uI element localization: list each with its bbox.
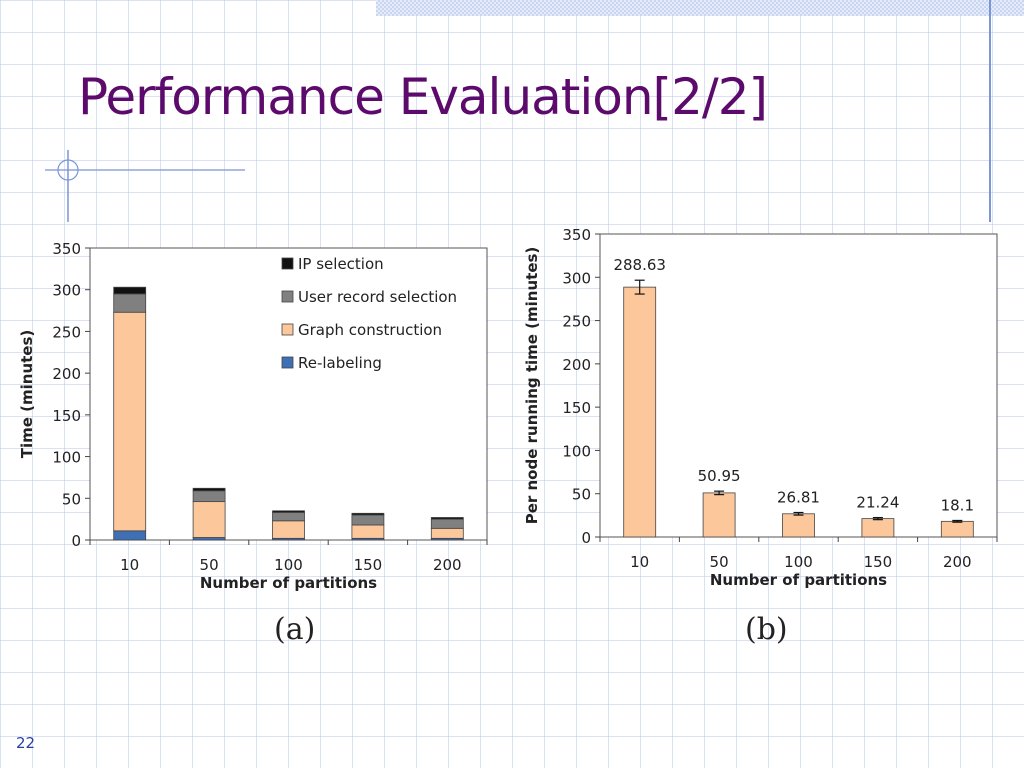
x-axis-title: Number of partitions (710, 571, 887, 589)
y-tick-label: 350 (562, 226, 591, 244)
legend-label: User record selection (298, 288, 457, 306)
bar-graph-construction-10 (113, 311, 147, 532)
x-tick-label: 50 (710, 553, 729, 571)
legend-label: Graph construction (298, 321, 442, 339)
legend-label: Re-labeling (298, 354, 382, 372)
y-tick-label: 350 (52, 240, 81, 258)
x-tick-label: 100 (784, 553, 813, 571)
bar-graph-construction-50 (192, 501, 226, 538)
bar-ip-selection-50 (192, 487, 226, 492)
right-decorative-line (989, 0, 991, 222)
bar-ip-selection-100 (272, 510, 305, 513)
x-axis-title: Number of partitions (200, 574, 377, 592)
x-tick-label: 200 (943, 553, 972, 571)
bar-150 (861, 518, 895, 538)
y-tick-label: 250 (562, 313, 591, 331)
bar-ip-selection-200 (430, 517, 464, 520)
caption-b: (b) (745, 612, 788, 647)
y-tick-label: 150 (52, 407, 81, 425)
caption-a: (a) (274, 612, 316, 647)
y-tick-label: 0 (71, 532, 81, 550)
y-tick-label: 300 (52, 282, 81, 300)
bar-user-record-selection-200 (430, 518, 464, 529)
y-tick-label: 250 (52, 323, 81, 341)
plot-area (599, 233, 998, 538)
bar-ip-selection-150 (351, 512, 385, 516)
bar-user-record-selection-50 (192, 490, 226, 503)
y-tick-label: 200 (52, 365, 81, 383)
y-tick-label: 150 (562, 399, 591, 417)
x-tick-label: 150 (864, 553, 893, 571)
x-tick-label: 10 (630, 553, 649, 571)
data-label: 50.95 (698, 467, 741, 485)
bar-200 (940, 520, 974, 538)
chart-b-svg: 0 50 100 150 200 250 300 350 10 50 100 150 200 Number… (523, 226, 998, 589)
y-tick-label: 50 (572, 486, 591, 504)
y-tick-label: 0 (581, 529, 591, 547)
data-label: 18.1 (941, 496, 974, 514)
slide-number: 22 (16, 734, 36, 752)
data-label: 21.24 (856, 494, 899, 512)
bar-graph-construction-150 (351, 524, 385, 539)
legend-swatch (281, 356, 294, 369)
legend-swatch (281, 323, 294, 336)
slide-title: Performance Evaluation[2/2] (78, 68, 768, 126)
x-tick-label: 10 (120, 556, 139, 574)
y-tick-label: 300 (562, 269, 591, 287)
legend-label: IP selection (298, 255, 384, 273)
bar-user-record-selection-10 (113, 293, 147, 313)
crosshair-decoration (45, 150, 245, 222)
bar-re-labeling-10 (113, 530, 147, 541)
bar-user-record-selection-100 (272, 512, 305, 522)
bar-graph-construction-100 (272, 520, 305, 539)
data-label: 26.81 (777, 488, 820, 506)
y-axis-title: Time (minutes) (18, 330, 36, 459)
y-axis-title: Per node running time (minutes) (523, 247, 541, 525)
x-tick-label: 200 (433, 556, 462, 574)
x-tick-label: 150 (354, 556, 383, 574)
legend-swatch (281, 257, 294, 270)
y-tick-label: 50 (62, 490, 81, 508)
x-tick-label: 100 (274, 556, 303, 574)
x-tick-label: 50 (200, 556, 219, 574)
bar-ip-selection-10 (113, 286, 147, 295)
y-tick-label: 100 (562, 442, 591, 460)
top-decorative-band (376, 0, 1024, 16)
data-label: 288.63 (613, 256, 666, 274)
chart-a-svg: 0 50 100 150 200 250 300 350 10 50 100 150 200 Number… (18, 240, 488, 592)
bar-50 (702, 492, 736, 538)
bar-chart-b: 0 50 100 150 200 250 300 350 10 50 100 150 200 Number… (515, 222, 1010, 602)
y-tick-label: 200 (562, 356, 591, 374)
bar-graph-construction-200 (430, 527, 464, 539)
bar-10 (623, 286, 657, 538)
bar-100 (782, 513, 815, 538)
y-tick-label: 100 (52, 449, 81, 467)
bar-user-record-selection-150 (351, 514, 385, 526)
stacked-bar-chart-a: 0 50 100 150 200 250 300 350 10 50 100 150 200 Number… (10, 230, 490, 600)
legend-swatch (281, 290, 294, 303)
